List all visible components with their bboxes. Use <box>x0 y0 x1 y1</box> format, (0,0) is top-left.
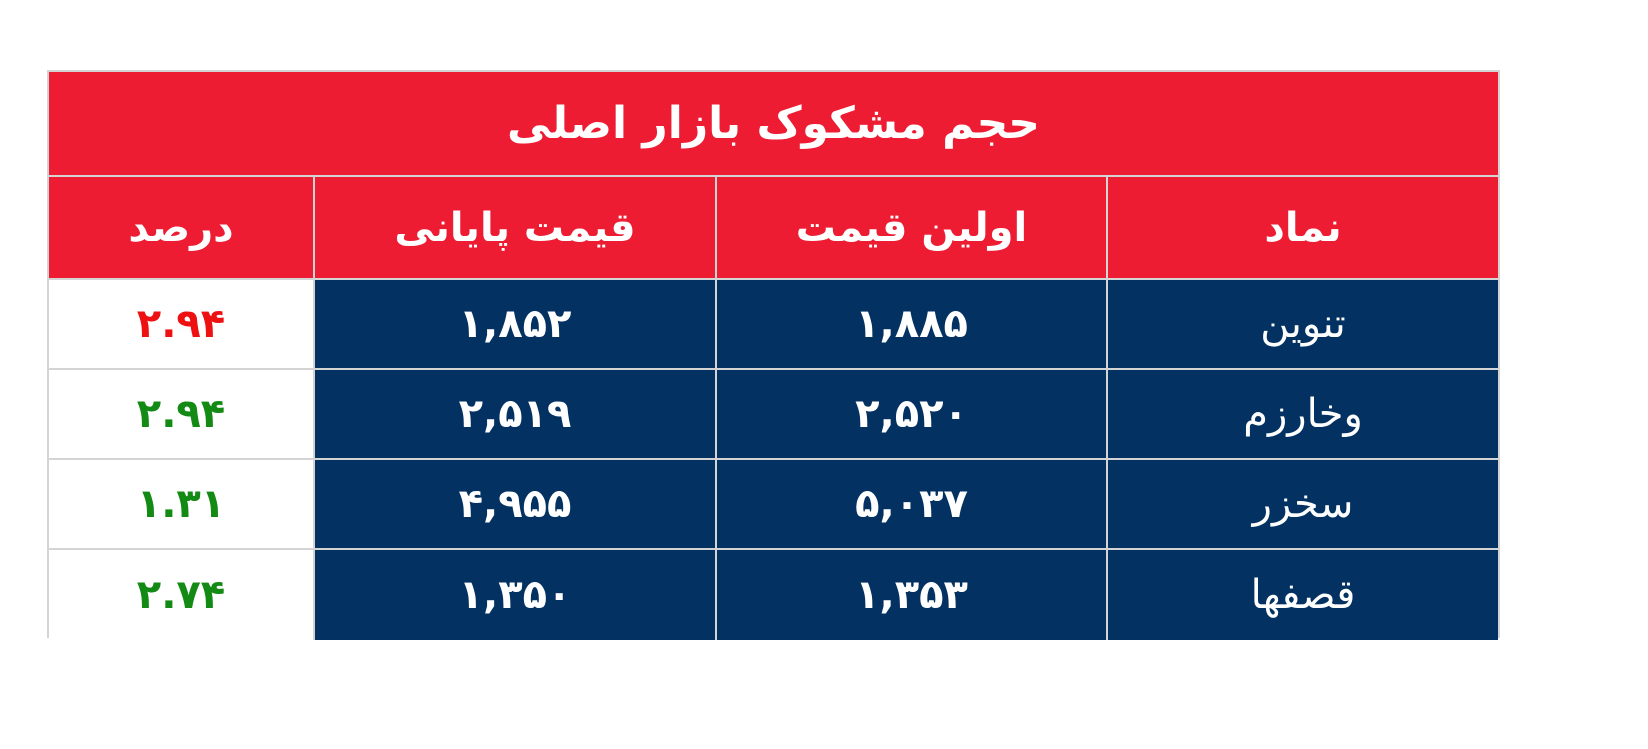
last-price-cell: ۲,۵۱۹ <box>313 370 715 458</box>
table-row: قصفها ۱,۳۵۳ ۱,۳۵۰ ۲.۷۴ <box>49 550 1498 640</box>
header-percent: درصد <box>49 177 313 278</box>
symbol-cell: وخارزم <box>1106 370 1498 458</box>
table-row: وخارزم ۲,۵۲۰ ۲,۵۱۹ ۲.۹۴ <box>49 370 1498 460</box>
first-price-cell: ۲,۵۲۰ <box>715 370 1106 458</box>
last-price-cell: ۱,۸۵۲ <box>313 280 715 368</box>
first-price-cell: ۱,۳۵۳ <box>715 550 1106 640</box>
table-title: حجم مشکوک بازار اصلی <box>49 72 1498 177</box>
table-row: تنوین ۱,۸۸۵ ۱,۸۵۲ ۲.۹۴ <box>49 280 1498 370</box>
header-first-price: اولین قیمت <box>715 177 1106 278</box>
suspicious-volume-table: حجم مشکوک بازار اصلی نماد اولین قیمت قیم… <box>47 70 1500 640</box>
percent-cell: ۲.۷۴ <box>49 550 313 640</box>
last-price-cell: ۴,۹۵۵ <box>313 460 715 548</box>
symbol-cell: قصفها <box>1106 550 1498 640</box>
percent-cell: ۲.۹۴ <box>49 280 313 368</box>
first-price-cell: ۱,۸۸۵ <box>715 280 1106 368</box>
table-row: سخزر ۵,۰۳۷ ۴,۹۵۵ ۱.۳۱ <box>49 460 1498 550</box>
header-row: نماد اولین قیمت قیمت پایانی درصد <box>49 177 1498 280</box>
percent-cell: ۲.۹۴ <box>49 370 313 458</box>
percent-cell: ۱.۳۱ <box>49 460 313 548</box>
first-price-cell: ۵,۰۳۷ <box>715 460 1106 548</box>
header-last-price: قیمت پایانی <box>313 177 715 278</box>
symbol-cell: سخزر <box>1106 460 1498 548</box>
header-symbol: نماد <box>1106 177 1498 278</box>
last-price-cell: ۱,۳۵۰ <box>313 550 715 640</box>
symbol-cell: تنوین <box>1106 280 1498 368</box>
